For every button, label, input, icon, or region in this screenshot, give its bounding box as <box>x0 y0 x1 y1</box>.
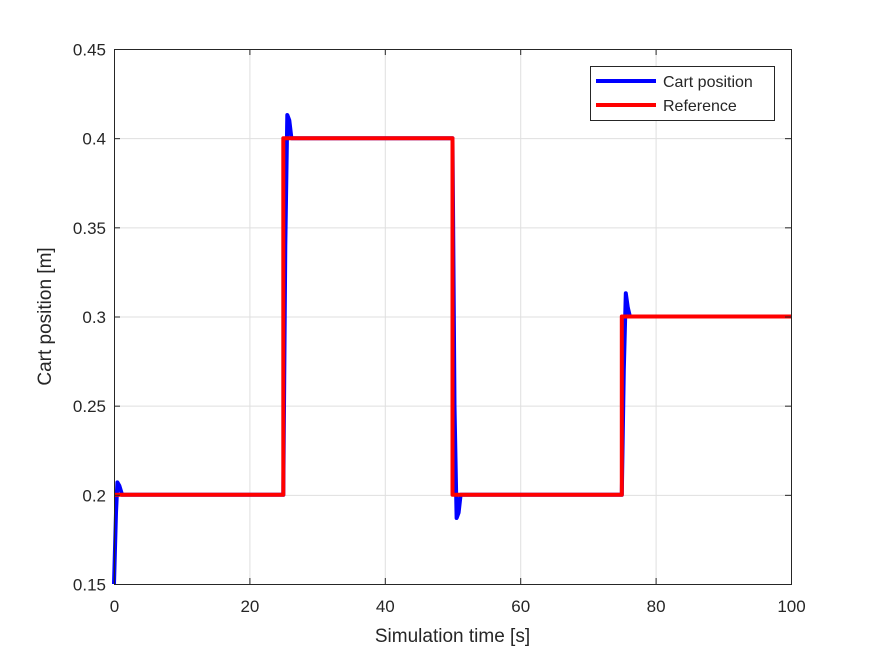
legend-box <box>590 66 775 121</box>
y-tick-label: 0.35 <box>73 219 106 238</box>
ticks: 0 20 40 60 80 100 0.15 0.2 0.25 0.3 0.35 0.4 0.45 <box>73 41 806 617</box>
series-line-reference <box>114 136 791 497</box>
x-tick-label: 80 <box>647 597 666 616</box>
y-axis-label: Cart position [m] <box>35 247 56 385</box>
y-tick-label: 0.25 <box>73 397 106 416</box>
legend-label-reference: Reference <box>663 98 737 115</box>
y-tick-label: 0.45 <box>73 41 106 60</box>
y-tick-label: 0.15 <box>73 576 106 595</box>
x-tick-label: 0 <box>110 597 119 616</box>
series-layer <box>112 113 791 585</box>
x-tick-label: 40 <box>376 597 395 616</box>
x-tick-label: 100 <box>777 597 805 616</box>
legend-label-cart-position: Cart position <box>663 74 753 91</box>
x-tick-label: 20 <box>240 597 259 616</box>
y-tick-label: 0.3 <box>82 308 106 327</box>
legend: Cart position Reference <box>590 66 775 121</box>
x-tick-label: 60 <box>511 597 530 616</box>
y-tick-label: 0.4 <box>82 130 106 149</box>
y-tick-label: 0.2 <box>82 486 106 505</box>
x-axis-label: Simulation time [s] <box>375 626 530 647</box>
